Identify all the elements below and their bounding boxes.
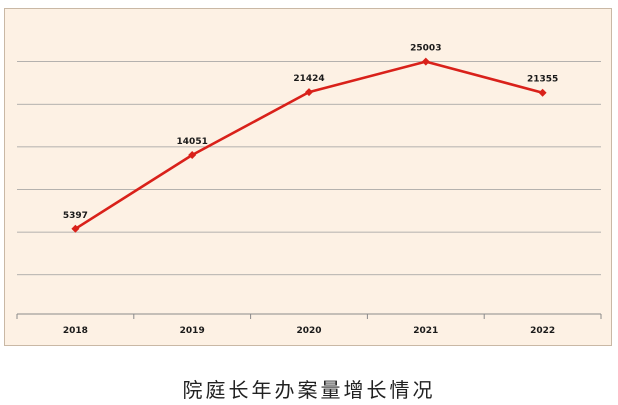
line-chart: 5397 14051 21424 25003 21355 2018 2019 2020 202… xyxy=(16,44,602,336)
data-point-2022 xyxy=(538,88,547,97)
data-markers xyxy=(71,57,547,233)
series-line-group xyxy=(74,60,543,230)
data-label-2019: 14051 xyxy=(177,137,208,147)
data-label-2018: 5397 xyxy=(63,211,88,221)
data-point-2020 xyxy=(305,88,313,97)
x-tick-labels: 2018 2019 2020 2021 2022 xyxy=(63,326,555,336)
data-labels: 5397 14051 21424 25003 21355 xyxy=(63,44,558,221)
x-axis xyxy=(16,313,602,319)
data-label-2022: 21355 xyxy=(527,75,558,85)
data-point-2018 xyxy=(71,224,80,233)
data-label-2021: 25003 xyxy=(410,44,441,54)
x-tick-label-2022: 2022 xyxy=(530,326,555,336)
series-line xyxy=(74,60,543,230)
x-tick-label-2020: 2020 xyxy=(296,326,321,336)
data-point-2019 xyxy=(188,150,197,159)
gridlines xyxy=(17,61,601,276)
chart-frame: 5397 14051 21424 25003 21355 2018 2019 2020 202… xyxy=(4,8,612,346)
data-label-2020: 21424 xyxy=(293,74,324,84)
x-tick-label-2019: 2019 xyxy=(180,326,205,336)
x-tick-label-2021: 2021 xyxy=(413,326,438,336)
chart-caption: 院庭长年办案量增长情况 xyxy=(182,378,436,402)
x-tick-label-2018: 2018 xyxy=(63,326,88,336)
data-point-2021 xyxy=(421,57,430,66)
